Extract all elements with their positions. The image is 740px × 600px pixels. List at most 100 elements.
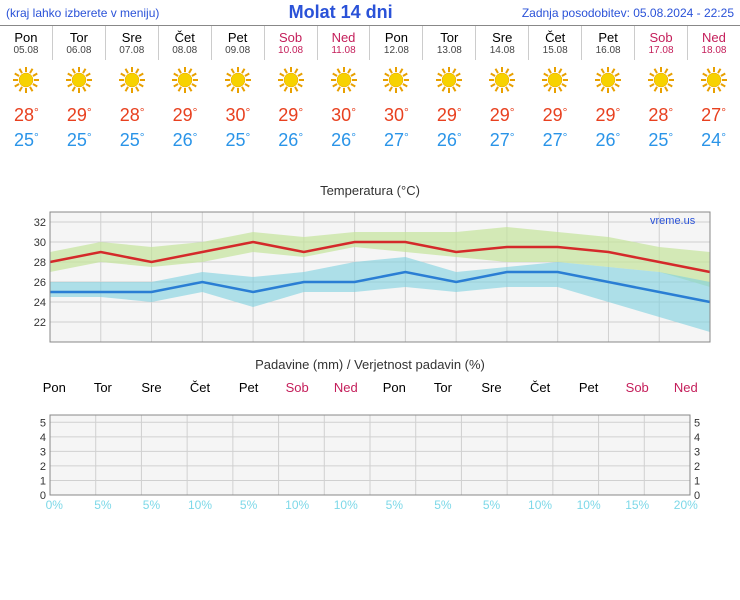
day-header: Sob 10.08 <box>265 26 318 60</box>
forecast-hi-row: 28°29°28°29°30°29°30°30°29°29°29°29°28°2… <box>0 103 740 128</box>
day-name: Sob <box>635 30 687 45</box>
svg-text:22: 22 <box>34 317 46 329</box>
last-update: Zadnja posodobitev: 05.08.2024 - 22:25 <box>522 6 734 20</box>
weather-icon-cell <box>0 60 53 103</box>
hi-temp: 29° <box>264 103 317 128</box>
temp-chart-title: Temperatura (°C) <box>0 183 740 202</box>
precip-pct: 5% <box>370 498 419 512</box>
day-name: Sre <box>106 30 158 45</box>
precip-pct: 10% <box>176 498 225 512</box>
day-header: Tor 06.08 <box>53 26 106 60</box>
sun-icon <box>224 66 252 97</box>
weather-icon-cell <box>476 60 529 103</box>
hi-temp: 28° <box>0 103 53 128</box>
day-date: 15.08 <box>529 45 581 56</box>
day-date: 18.08 <box>688 45 740 56</box>
sun-icon <box>12 66 40 97</box>
day-name: Pon <box>0 30 52 45</box>
svg-text:4: 4 <box>40 432 46 444</box>
precip-day: Čet <box>176 380 225 395</box>
weather-icon-cell <box>53 60 106 103</box>
header-bar: (kraj lahko izberete v meniju) Molat 14 … <box>0 0 740 25</box>
precip-day: Sob <box>613 380 662 395</box>
weather-icon-cell <box>581 60 634 103</box>
day-header: Pon 05.08 <box>0 26 53 60</box>
day-header: Čet 08.08 <box>159 26 212 60</box>
precip-day: Pet <box>564 380 613 395</box>
hi-temp: 29° <box>159 103 212 128</box>
lo-temp: 26° <box>423 128 476 153</box>
weather-icon-cell <box>370 60 423 103</box>
precip-day: Čet <box>516 380 565 395</box>
svg-text:vreme.us: vreme.us <box>650 215 696 227</box>
weather-icon-cell <box>529 60 582 103</box>
page-title: Molat 14 dni <box>289 2 393 23</box>
day-date: 07.08 <box>106 45 158 56</box>
precip-pct: 5% <box>79 498 128 512</box>
weather-icon-cell <box>634 60 687 103</box>
temp-chart-svg: 222426283032vreme.us <box>20 202 720 352</box>
temp-chart-section: Temperatura (°C) 222426283032vreme.us <box>0 183 740 352</box>
day-header: Pet 16.08 <box>582 26 635 60</box>
day-date: 17.08 <box>635 45 687 56</box>
precip-chart-svg: 001122334455 <box>20 395 720 510</box>
day-date: 05.08 <box>0 45 52 56</box>
precip-pct-row: 0%5%5%10%5%10%10%5%5%5%10%10%15%20% <box>0 498 740 512</box>
day-date: 16.08 <box>582 45 634 56</box>
forecast-icon-row <box>0 60 740 103</box>
day-name: Pet <box>212 30 264 45</box>
precip-day: Pon <box>30 380 79 395</box>
precip-day: Sre <box>127 380 176 395</box>
day-name: Čet <box>159 30 211 45</box>
weather-icon-cell <box>687 60 740 103</box>
svg-text:32: 32 <box>34 217 46 229</box>
hi-temp: 29° <box>53 103 106 128</box>
precip-pct: 0% <box>30 498 79 512</box>
hi-temp: 28° <box>634 103 687 128</box>
day-header: Pet 09.08 <box>212 26 265 60</box>
precip-day: Sre <box>467 380 516 395</box>
lo-temp: 27° <box>529 128 582 153</box>
svg-text:4: 4 <box>694 432 700 444</box>
sun-icon <box>541 66 569 97</box>
sun-icon <box>118 66 146 97</box>
day-header: Sob 17.08 <box>635 26 688 60</box>
day-name: Pon <box>370 30 422 45</box>
precip-day: Tor <box>419 380 468 395</box>
precip-day: Ned <box>662 380 711 395</box>
hi-temp: 30° <box>211 103 264 128</box>
lo-temp: 25° <box>0 128 53 153</box>
weather-icon-cell <box>211 60 264 103</box>
weather-icon-cell <box>106 60 159 103</box>
precip-day: Ned <box>321 380 370 395</box>
precip-pct: 10% <box>564 498 613 512</box>
day-name: Ned <box>318 30 370 45</box>
hi-temp: 30° <box>317 103 370 128</box>
sun-icon <box>330 66 358 97</box>
precip-day-row: PonTorSreČetPetSobNedPonTorSreČetPetSobN… <box>0 380 740 395</box>
lo-temp: 25° <box>211 128 264 153</box>
sun-icon <box>382 66 410 97</box>
precip-day: Sob <box>273 380 322 395</box>
day-date: 13.08 <box>423 45 475 56</box>
day-name: Pet <box>582 30 634 45</box>
precip-chart-title: Padavine (mm) / Verjetnost padavin (%) <box>0 357 740 376</box>
sun-icon <box>65 66 93 97</box>
precip-pct: 5% <box>224 498 273 512</box>
forecast-day-row: Pon 05.08 Tor 06.08 Sre 07.08 Čet 08.08 … <box>0 25 740 60</box>
day-name: Tor <box>423 30 475 45</box>
lo-temp: 25° <box>53 128 106 153</box>
weather-icon-cell <box>264 60 317 103</box>
weather-icon-cell <box>423 60 476 103</box>
precip-pct: 5% <box>127 498 176 512</box>
sun-icon <box>171 66 199 97</box>
lo-temp: 26° <box>581 128 634 153</box>
precip-chart-section: Padavine (mm) / Verjetnost padavin (%) P… <box>0 357 740 512</box>
day-name: Čet <box>529 30 581 45</box>
svg-text:3: 3 <box>40 446 46 458</box>
precip-pct: 10% <box>516 498 565 512</box>
hi-temp: 28° <box>106 103 159 128</box>
hi-temp: 29° <box>476 103 529 128</box>
weather-icon-cell <box>317 60 370 103</box>
day-date: 10.08 <box>265 45 317 56</box>
